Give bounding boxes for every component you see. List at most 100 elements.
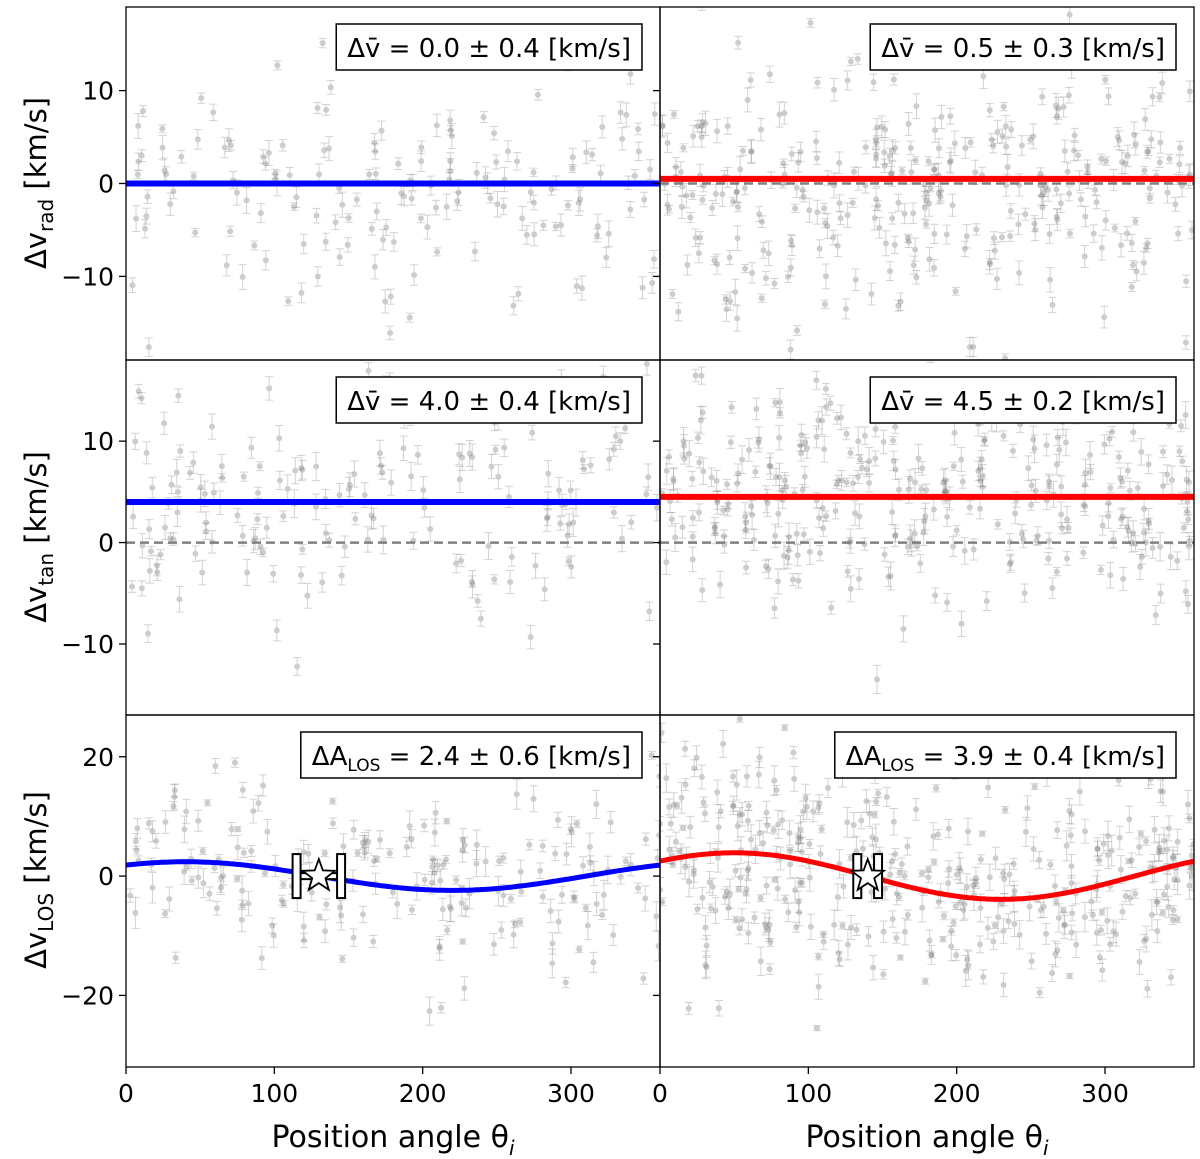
data-point [697, 764, 706, 790]
data-point [226, 225, 235, 237]
data-point [650, 102, 659, 126]
data-point [1017, 524, 1026, 544]
data-point [312, 451, 321, 482]
data-point [761, 270, 770, 286]
x-tick-label: 300 [1081, 1079, 1129, 1108]
data-point [575, 945, 584, 954]
data-point [680, 452, 689, 465]
data-point [1059, 96, 1068, 118]
data-point [931, 587, 940, 604]
data-point [1173, 915, 1182, 924]
data-point [533, 88, 542, 101]
data-point [536, 862, 545, 879]
data-point [269, 923, 278, 948]
data-point [254, 486, 263, 499]
data-point [688, 531, 697, 542]
data-point [786, 339, 795, 360]
data-point [442, 193, 451, 221]
data-point [693, 431, 702, 445]
data-point [1181, 401, 1190, 429]
data-point [677, 194, 686, 219]
data-point [1105, 431, 1114, 447]
data-point [750, 911, 759, 925]
data-point [1007, 121, 1016, 138]
data-point [1182, 466, 1191, 494]
data-point [137, 392, 146, 405]
data-point [381, 289, 390, 314]
plot-area [660, 715, 1194, 1032]
data-point [716, 804, 725, 819]
data-point [180, 815, 189, 844]
data-point [578, 451, 587, 470]
data-point [1130, 360, 1139, 361]
data-point [1005, 555, 1014, 573]
data-point [871, 128, 880, 150]
data-point [705, 871, 714, 894]
data-point [1151, 605, 1160, 626]
data-point [557, 885, 566, 904]
data-point [516, 859, 525, 884]
data-point [1109, 530, 1118, 549]
data-point [275, 424, 284, 452]
data-point [663, 132, 672, 154]
data-point [1010, 910, 1019, 938]
data-point [472, 162, 481, 184]
data-point [399, 435, 408, 461]
annotation-text: ΔALOS = 2.4 ± 0.6 [km/s] [312, 742, 631, 776]
data-point [726, 435, 735, 449]
data-point [1183, 594, 1192, 614]
data-point [903, 837, 912, 856]
data-point [513, 152, 522, 171]
data-point [1089, 224, 1098, 243]
data-point [1052, 108, 1061, 125]
data-point [869, 954, 878, 981]
data-point [1067, 854, 1076, 879]
data-point [1177, 419, 1186, 433]
star-icon [848, 856, 887, 892]
data-point [742, 560, 751, 575]
data-point [134, 383, 143, 399]
data-point [698, 406, 707, 419]
data-point [1173, 551, 1182, 571]
data-point [891, 458, 900, 481]
data-point [349, 928, 358, 947]
data-point [131, 833, 140, 850]
data-point [385, 848, 394, 859]
data-point [1142, 925, 1151, 953]
data-point [531, 552, 540, 579]
data-point [887, 159, 896, 187]
data-point [490, 125, 499, 141]
data-point [353, 849, 362, 857]
data-point [506, 894, 515, 904]
y-tick-label: 10 [82, 427, 114, 456]
annotation-box: Δv̄ = 4.5 ± 0.2 [km/s] [869, 376, 1177, 424]
data-point [930, 259, 939, 277]
data-point [338, 191, 347, 218]
data-point [367, 222, 376, 236]
data-point [1109, 919, 1118, 944]
data-point [1142, 836, 1151, 846]
data-point [609, 441, 618, 457]
data-point [321, 232, 330, 251]
data-point [642, 360, 651, 376]
data-point [312, 207, 321, 224]
data-point [1079, 498, 1088, 512]
data-point [678, 824, 687, 831]
data-point [242, 186, 251, 214]
data-point [812, 370, 821, 390]
data-point [528, 424, 537, 441]
data-point [860, 426, 869, 445]
data-point [1052, 92, 1061, 118]
data-point [889, 73, 898, 86]
data-point [805, 538, 814, 565]
data-point [413, 445, 422, 465]
data-point [387, 469, 396, 496]
data-point [675, 847, 684, 855]
data-point [546, 898, 555, 924]
data-point [894, 299, 903, 312]
data-point [692, 745, 701, 771]
data-point [796, 141, 805, 162]
data-point [458, 938, 467, 945]
x-tick-label: 0 [118, 1079, 134, 1108]
data-point [318, 572, 327, 593]
